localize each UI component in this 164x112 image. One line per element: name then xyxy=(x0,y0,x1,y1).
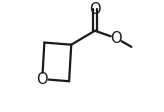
Text: O: O xyxy=(89,2,101,17)
Text: O: O xyxy=(36,72,48,87)
Text: O: O xyxy=(111,31,122,46)
